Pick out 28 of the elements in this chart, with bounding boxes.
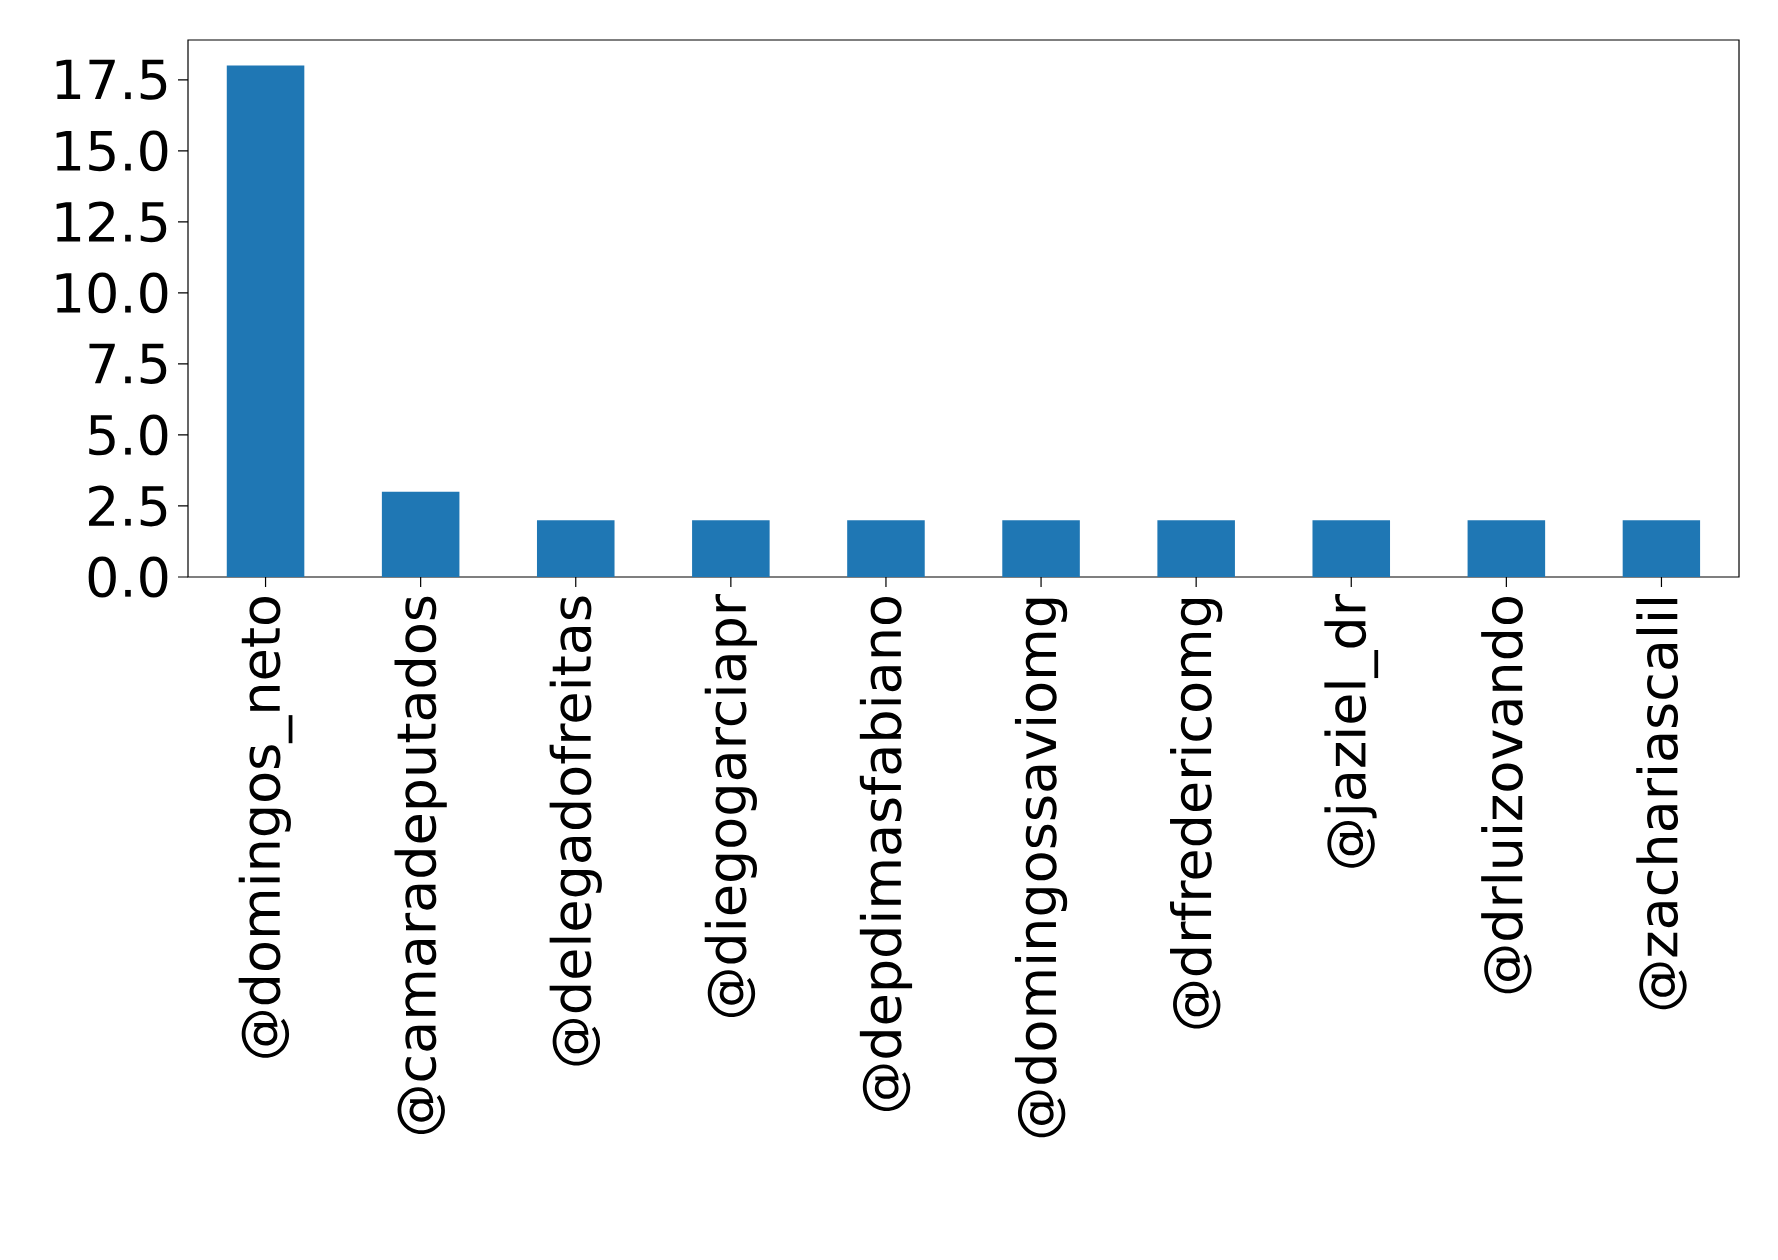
x-tick-label: @jaziel_dr	[1324, 594, 1379, 868]
y-tick-label: 17.5	[56, 59, 167, 100]
x-tick-label: @zachariascalil	[1636, 599, 1687, 1010]
y-tick-label: 2.5	[89, 485, 167, 527]
y-tick-label: 10.0	[56, 272, 168, 314]
bar	[381, 491, 460, 577]
bar	[1622, 520, 1701, 577]
y-tick-label: 0.0	[88, 556, 168, 598]
x-tick-label: @domingossaviomg	[1014, 598, 1068, 1138]
x-tick-label: @depdimasfabiano	[859, 596, 913, 1112]
x-tick-label: @delegadofreitas	[549, 596, 602, 1066]
x-tick-label: @diegogarciapr	[704, 593, 757, 1017]
y-tick-label: 12.5	[56, 201, 167, 243]
x-tick-label: @camaradeputados	[394, 596, 447, 1134]
bar	[692, 520, 770, 577]
bar	[226, 65, 305, 577]
x-tick-label: @domingos_neto	[238, 596, 293, 1058]
bar	[1002, 520, 1080, 577]
y-tick-label: 7.5	[89, 343, 167, 384]
bar	[536, 520, 615, 577]
y-tick-label: 5.0	[89, 414, 168, 456]
x-tick-label: @drfredericomg	[1170, 598, 1223, 1029]
x-tick-label: @drluizovando	[1481, 596, 1532, 994]
bar	[847, 520, 925, 577]
bar	[1467, 520, 1546, 577]
bar	[1312, 520, 1391, 577]
y-tick-label: 15.0	[56, 130, 168, 172]
bar	[1157, 520, 1235, 577]
